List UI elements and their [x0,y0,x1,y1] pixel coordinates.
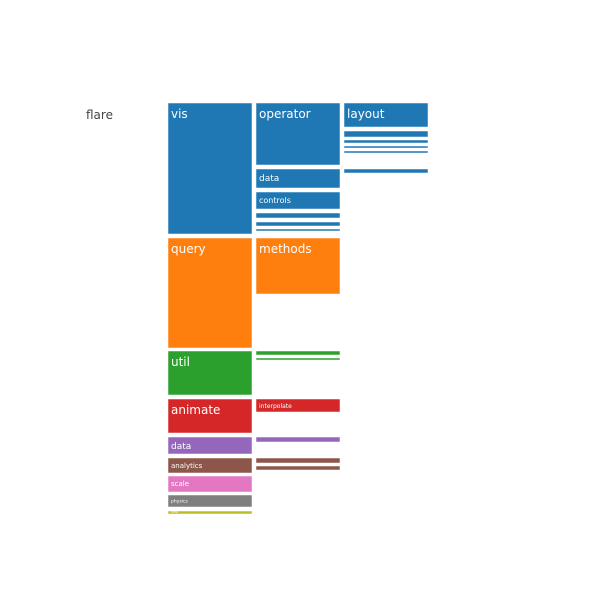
icicle-rect-query[interactable] [167,237,253,349]
icicle-label-controls: controls [259,196,291,205]
icicle-label-animate: animate [171,403,220,417]
icicle-rect-flex[interactable] [167,510,253,515]
icicle-rect-op-small-1[interactable] [343,130,429,138]
icicle-label-physics: physics [171,499,188,505]
icicle-rect-animate[interactable] [167,398,253,434]
icicle-rect-vis-small-2[interactable] [255,221,341,227]
icicle-label-operator: operator [259,107,311,121]
icicle-label-util: util [171,355,190,369]
icicle-rect-physics[interactable] [167,494,253,508]
icicle-rect-layout[interactable] [343,102,429,128]
icicle-label-flex: flex [171,509,179,514]
icicle-rect-controls[interactable] [255,191,341,210]
icicle-rect-vis-small-3[interactable] [255,228,341,232]
icicle-rect-op-small-4[interactable] [343,150,429,154]
icicle-rect-data-small-1[interactable] [255,436,341,443]
icicle-rect-data[interactable] [167,436,253,455]
icicle-rect-vis-small-1[interactable] [255,212,341,219]
icicle-rect-util-small-1[interactable] [255,350,341,356]
icicle-rect-analytics-small-2[interactable] [255,465,341,471]
icicle-rect-vis[interactable] [167,102,253,235]
icicle-rect-methods[interactable] [255,237,341,295]
icicle-label-layout: layout [347,107,385,121]
icicle-rect-interpolate[interactable] [255,398,341,413]
icicle-label-data: data [171,442,191,452]
icicle-rect-util-small-2[interactable] [255,357,341,361]
icicle-label-interpolate: interpolate [259,403,292,410]
root-label-flare: flare [86,108,113,122]
icicle-label-vis: vis [171,107,188,121]
icicle-label-analytics: analytics [171,462,203,470]
icicle-label-methods: methods [259,242,312,256]
icicle-rect-op-small-5[interactable] [343,168,429,174]
icicle-rect-vis-data[interactable] [255,168,341,189]
icicle-rect-op-small-2[interactable] [343,139,429,144]
icicle-rect-analytics-small-1[interactable] [255,457,341,464]
icicle-label-query: query [171,242,206,256]
icicle-rect-op-small-3[interactable] [343,145,429,149]
icicle-label-vis-data: data [259,174,279,184]
icicle-marks: flare vis query util animate data analytics sca… [86,102,429,515]
icicle-rect-analytics[interactable] [167,457,253,474]
icicle-rect-operator[interactable] [255,102,341,166]
icicle-rect-util[interactable] [167,350,253,396]
icicle-label-scale: scale [171,480,189,488]
icicle-rect-scale[interactable] [167,475,253,493]
